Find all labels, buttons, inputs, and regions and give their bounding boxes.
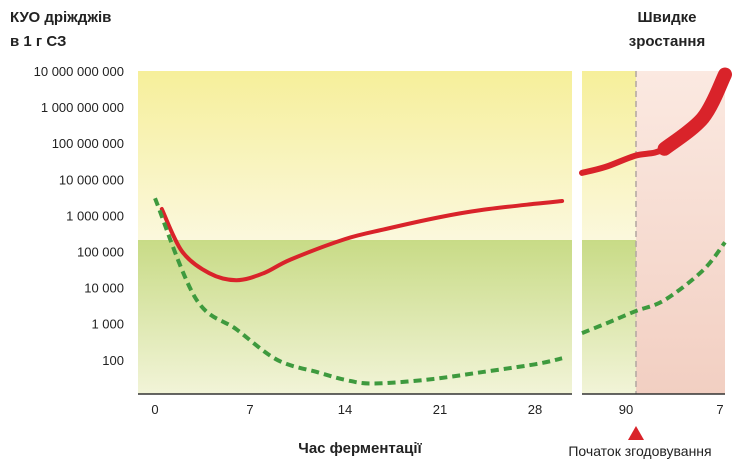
y-axis-title-line-2: в 1 г СЗ bbox=[10, 33, 67, 50]
y-tick-label: 10 000 000 bbox=[59, 172, 124, 187]
fast-growth-label: Швидке зростання bbox=[612, 6, 722, 54]
zone-lower-main bbox=[138, 240, 572, 394]
x-tick-label: 0 bbox=[151, 402, 158, 417]
feeding-start-label: Початок згодовування bbox=[568, 443, 712, 459]
x-tick-label: 14 bbox=[338, 402, 352, 417]
y-tick-label: 100 000 000 bbox=[52, 136, 124, 151]
fast-growth-label-line-2: зростання bbox=[628, 33, 706, 50]
dashed-series-line-segment-1 bbox=[153, 197, 563, 386]
dashed-series-line-segment-2 bbox=[581, 241, 727, 335]
x-tick-label: 7 bbox=[246, 402, 253, 417]
solid-series-fast-growth-band bbox=[657, 67, 732, 156]
y-axis-title-line-1: КУО дріжджів bbox=[10, 9, 112, 26]
x-axis-title: Час ферментації bbox=[298, 440, 422, 457]
y-axis-title: КУО дріжджів в 1 г СЗ bbox=[10, 6, 170, 54]
y-tick-label: 100 000 bbox=[77, 245, 124, 260]
feeding-start-marker bbox=[628, 426, 644, 440]
fast-growth-label-line-1: Швидке bbox=[637, 9, 697, 26]
y-tick-label: 1 000 000 bbox=[66, 208, 124, 223]
zone-upper-main bbox=[138, 71, 572, 240]
y-tick-label: 1 000 bbox=[91, 317, 124, 332]
y-tick-label: 10 000 000 000 bbox=[34, 64, 124, 79]
series-layer bbox=[153, 67, 732, 386]
y-tick-label: 1 000 000 000 bbox=[41, 100, 124, 115]
x-tick-label: 21 bbox=[433, 402, 447, 417]
y-tick-label: 100 bbox=[102, 353, 124, 368]
x-tick-labels: 0 7 14 21 28 90 7 bbox=[151, 402, 723, 417]
x-tick-label: 28 bbox=[528, 402, 542, 417]
x-tick-label: 90 bbox=[619, 402, 633, 417]
zone-lower-right bbox=[582, 240, 636, 394]
zone-fast-growth bbox=[636, 71, 725, 394]
y-tick-labels: 10 000 000 000 1 000 000 000 100 000 000 10… bbox=[34, 64, 124, 368]
x-tick-label: 7 bbox=[716, 402, 723, 417]
solid-series-line-segment-1 bbox=[159, 199, 565, 283]
y-tick-label: 10 000 bbox=[84, 281, 124, 296]
